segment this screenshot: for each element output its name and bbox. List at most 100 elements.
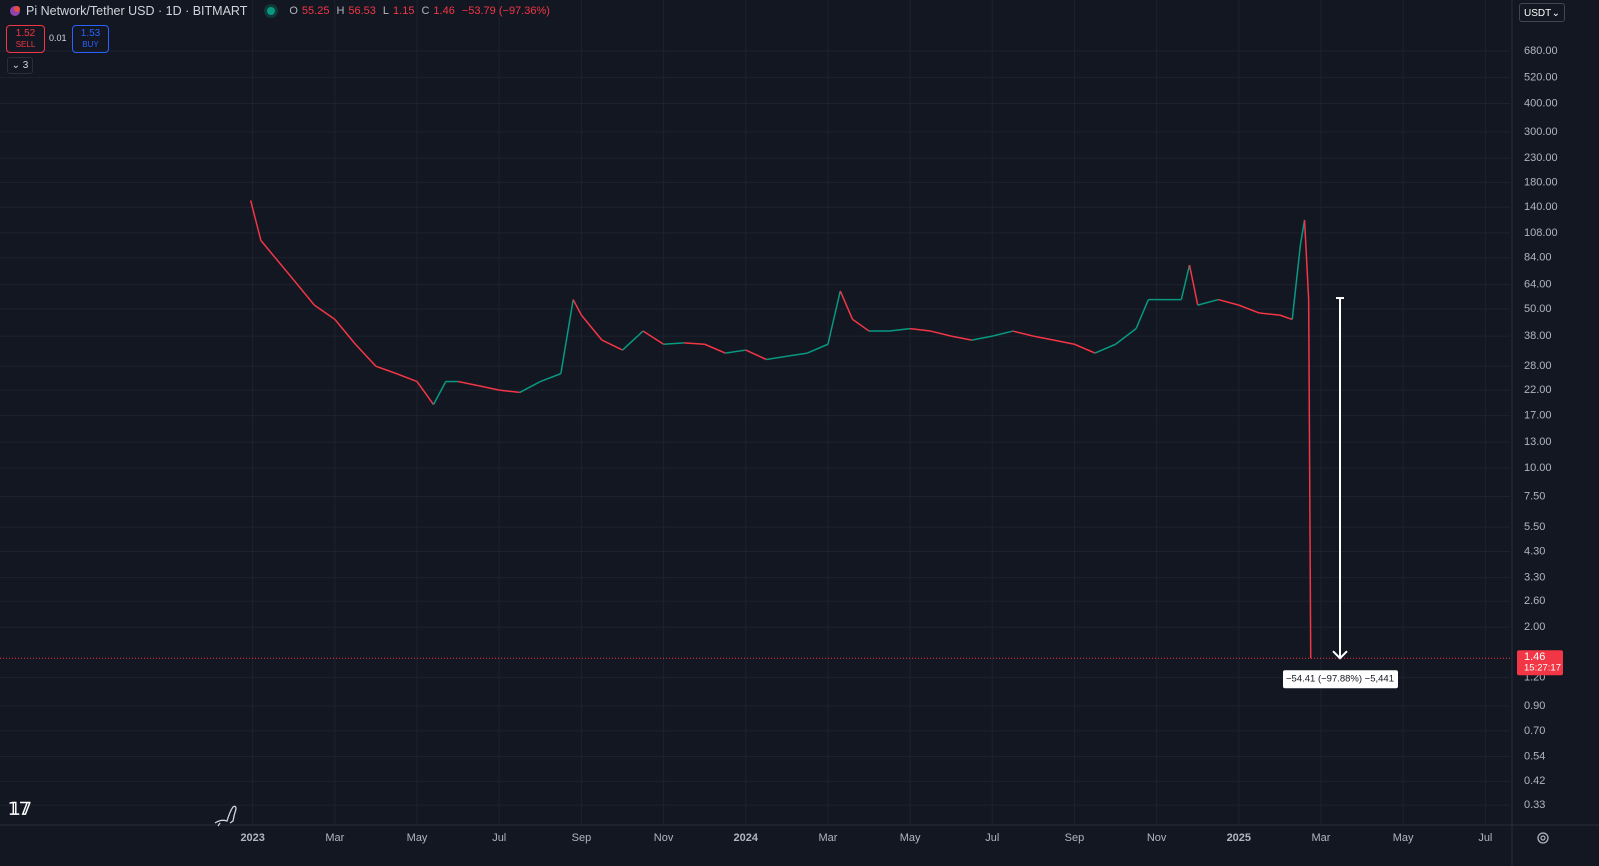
- currency-select[interactable]: USDT ⌄: [1519, 3, 1565, 22]
- y-tick-label: 2.60: [1524, 595, 1545, 607]
- y-tick-label: 22.00: [1524, 384, 1552, 396]
- price-segment: [951, 335, 972, 341]
- y-tick-label: 5.50: [1524, 521, 1545, 533]
- price-segment: [745, 349, 767, 361]
- price-segment: [807, 343, 829, 354]
- buy-button[interactable]: 1.53 BUY: [72, 25, 109, 53]
- price-segment: [621, 330, 644, 351]
- settings-icon[interactable]: [1537, 832, 1549, 844]
- price-segment: [249, 200, 262, 241]
- x-tick-label: Nov: [1147, 832, 1167, 844]
- y-tick-label: 64.00: [1524, 279, 1552, 291]
- price-segment: [354, 343, 377, 367]
- ohlc-key: L: [382, 5, 390, 17]
- y-tick-label: 140.00: [1524, 201, 1558, 213]
- x-tick-label: Mar: [1312, 832, 1331, 844]
- price-segment: [1094, 343, 1116, 354]
- price-segment: [580, 314, 603, 341]
- price-segment: [1218, 298, 1240, 306]
- y-tick-label: 0.70: [1524, 725, 1545, 737]
- y-tick-label: 17.00: [1524, 410, 1552, 422]
- ohlc-value: 56.53: [348, 5, 376, 17]
- x-tick-label: Nov: [654, 832, 674, 844]
- ohlc-value: 55.25: [301, 5, 330, 17]
- price-segment: [725, 349, 746, 354]
- y-tick-label: 50.00: [1524, 303, 1552, 315]
- ohlc-change: −53.79 (−97.36%): [461, 5, 550, 17]
- indicators-toggle[interactable]: ⌄ 3: [7, 57, 33, 74]
- x-tick-label: May: [900, 832, 921, 844]
- price-segment: [930, 330, 952, 337]
- price-segment: [1053, 339, 1075, 345]
- price-segment: [766, 355, 787, 361]
- price-segment: [1197, 298, 1219, 306]
- x-tick-label: 2023: [240, 832, 264, 844]
- price-segment: [684, 342, 705, 345]
- series: [249, 200, 1312, 659]
- spread: 0.01: [49, 33, 67, 43]
- price-segment: [1303, 220, 1310, 300]
- price-segment: [1074, 343, 1096, 354]
- y-tick-label: 180.00: [1524, 176, 1558, 188]
- price-segment: [572, 299, 583, 316]
- price-segment: [293, 279, 315, 306]
- price-segment: [910, 327, 931, 332]
- countdown: 15:27:17: [1524, 663, 1561, 674]
- sell-label: SELL: [15, 40, 36, 49]
- measure-head: [1332, 650, 1348, 660]
- price-segment: [852, 318, 870, 332]
- y-tick-label: 108.00: [1524, 227, 1558, 239]
- price-segment: [1115, 328, 1137, 345]
- y-tick-label: 0.42: [1524, 775, 1545, 787]
- y-tick-label: 7.50: [1524, 490, 1545, 502]
- price-segment: [519, 380, 541, 394]
- x-tick-label: 2025: [1227, 832, 1251, 844]
- price-segment: [601, 339, 623, 351]
- price-segment: [313, 304, 336, 321]
- price-segment: [260, 240, 274, 256]
- y-tick-label: 3.30: [1524, 572, 1545, 584]
- symbol-title[interactable]: Pi Network/Tether USD · 1D · BITMART: [26, 4, 248, 18]
- x-tick-label: May: [407, 832, 428, 844]
- price-segment: [457, 380, 479, 387]
- settings-icon-center: [1540, 835, 1546, 841]
- price-segment: [971, 335, 993, 341]
- price-segment: [396, 372, 418, 383]
- price-segment: [1135, 299, 1150, 329]
- x-tick-label: Mar: [325, 832, 344, 844]
- price-segment: [1259, 312, 1280, 316]
- indicators-count: 3: [22, 60, 29, 71]
- price-segment: [1307, 299, 1312, 659]
- sell-price: 1.52: [15, 28, 36, 39]
- y-tick-label: 84.00: [1524, 252, 1552, 264]
- price-segment: [540, 372, 562, 383]
- dropdown-caret: ⌄: [1551, 8, 1560, 19]
- price-segment: [827, 290, 841, 345]
- x-tick-label: Jul: [1478, 832, 1492, 844]
- price-segment: [478, 385, 500, 391]
- price-segment: [432, 381, 447, 405]
- price-segment: [416, 381, 435, 406]
- sell-button[interactable]: 1.52 SELL: [6, 25, 45, 53]
- price-segment: [334, 318, 356, 345]
- ohlc-key: C: [421, 5, 430, 17]
- y-tick-label: 0.54: [1524, 750, 1545, 762]
- price-segment: [642, 330, 664, 345]
- x-tick-label: Jul: [492, 832, 506, 844]
- measure-label-box: [1283, 670, 1398, 689]
- y-tick-label: 2.00: [1524, 621, 1545, 633]
- y-tick-label: 28.00: [1524, 360, 1552, 372]
- dino-icon: [214, 805, 237, 827]
- price-segment: [786, 352, 808, 357]
- y-tick-label: 0.33: [1524, 799, 1545, 811]
- x-tick-label: Mar: [818, 832, 837, 844]
- y-tick-label: 13.00: [1524, 436, 1552, 448]
- price-segment: [663, 342, 685, 345]
- y-tick-label: 0.90: [1524, 700, 1545, 712]
- y-tick-label: 10.00: [1524, 462, 1552, 474]
- buy-price: 1.53: [80, 28, 101, 39]
- price-segment: [1299, 219, 1306, 245]
